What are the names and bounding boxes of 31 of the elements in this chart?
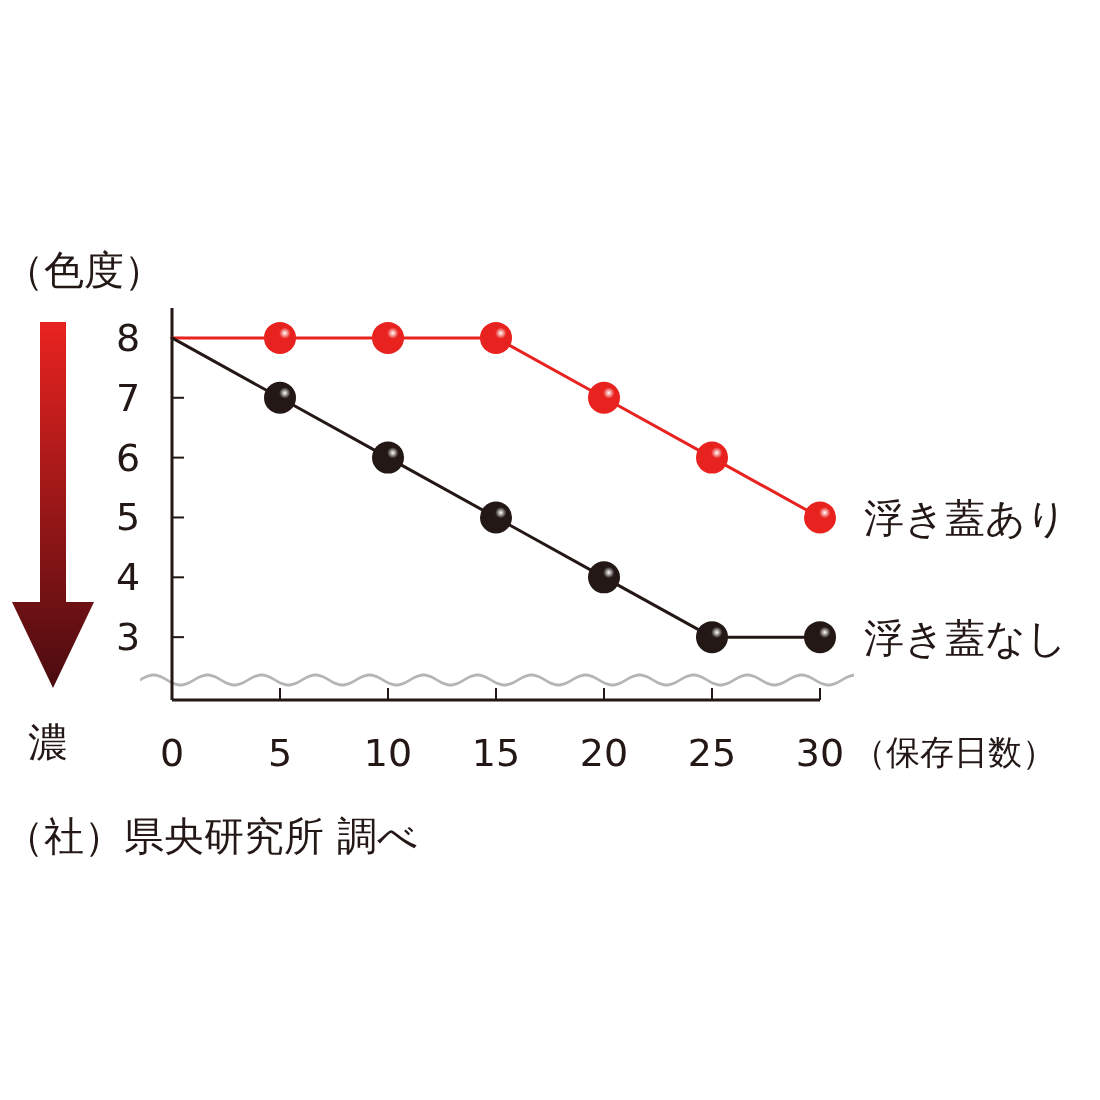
x-tick-label: 20	[579, 731, 629, 775]
y-tick-label: 6	[115, 435, 141, 480]
text: （社）県央研究所 調べ	[4, 813, 418, 859]
text: 濃	[28, 719, 68, 765]
point	[264, 381, 296, 414]
x-tick-label: 25	[687, 731, 737, 775]
x-tick-label: 5	[267, 731, 293, 775]
y-tick-label: 4	[115, 555, 141, 600]
y-tick-label: 8	[115, 315, 141, 360]
x-tick-label: 0	[159, 731, 185, 775]
series-label: 浮き蓋なし	[864, 615, 1067, 662]
x-tick-label: 10	[363, 731, 413, 775]
point	[804, 621, 836, 654]
point	[480, 501, 512, 534]
y-tick-label: 7	[115, 375, 141, 420]
point	[372, 321, 404, 354]
point	[480, 321, 512, 354]
point	[588, 381, 620, 414]
y-tick-label: 3	[115, 615, 141, 660]
point	[804, 501, 836, 534]
y-tick-label: 5	[115, 495, 141, 540]
x-tick-label: 30	[795, 731, 845, 775]
point	[264, 321, 296, 354]
point	[696, 441, 728, 474]
y-axis-title: （色度）	[4, 247, 164, 293]
point	[696, 621, 728, 654]
x-axis-title: （保存日数）	[852, 732, 1056, 772]
point	[588, 561, 620, 594]
x-tick-label: 15	[471, 731, 521, 775]
series-label: 浮き蓋あり	[864, 495, 1067, 542]
point	[372, 441, 404, 474]
